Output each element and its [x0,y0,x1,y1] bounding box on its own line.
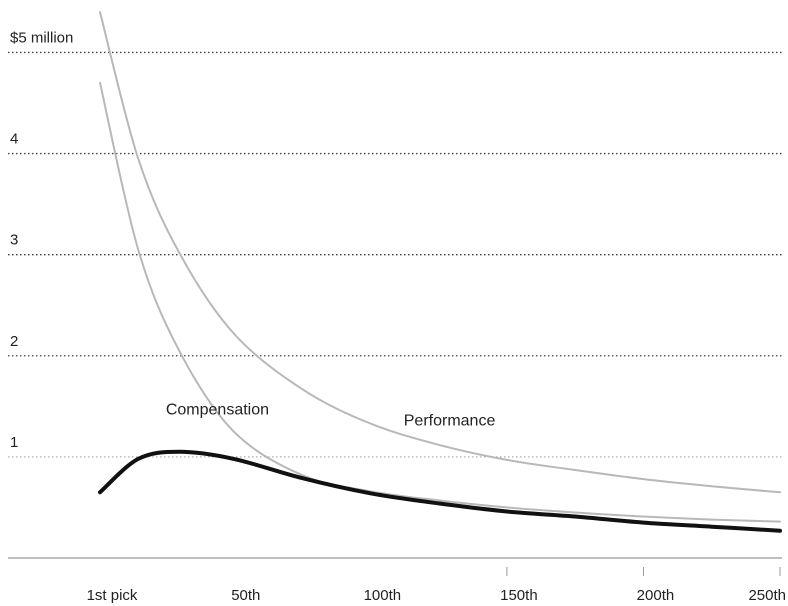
x-tick-label-200: 200th [637,587,675,604]
y-tick-label-2: 2 [10,333,18,350]
y-tick-label-1: 1 [10,434,18,451]
y-tick-label-5: $5 million [10,29,73,46]
x-axis [8,557,782,576]
x-tick-label-100: 100th [364,587,402,604]
series-line-performance [99,11,781,494]
x-tick-label-50: 50th [231,587,260,604]
y-tick-label-3: 3 [10,232,18,249]
x-tick-label-1: 1st pick [87,587,138,604]
chart-labels: 1 2 3 4 $5 million 1st pick 50th 100th 150th 200t… [10,29,786,604]
series-line-compensation [99,81,781,523]
y-tick-label-4: 4 [10,131,18,148]
annotation-compensation: Compensation [166,401,269,418]
series-line-surplus [98,449,782,533]
x-tick-label-250: 250th [748,587,786,604]
grid-lines [8,51,782,458]
annotation-performance: Performance [404,413,496,430]
series-lines [98,11,782,533]
x-tick-label-150: 150th [500,587,538,604]
